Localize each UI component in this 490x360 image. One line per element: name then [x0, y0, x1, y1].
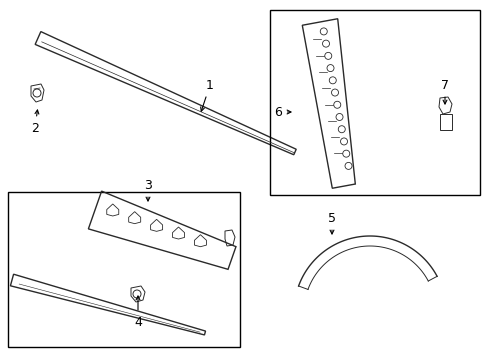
Bar [8, 192, 240, 347]
Text: 2: 2 [31, 110, 39, 135]
Text: 5: 5 [328, 212, 336, 234]
Bar [270, 10, 480, 195]
Text: 6: 6 [274, 105, 291, 118]
Bar [440, 114, 452, 130]
Text: 7: 7 [441, 78, 449, 104]
Text: 4: 4 [134, 296, 142, 328]
Text: 3: 3 [144, 179, 152, 201]
Text: 1: 1 [201, 78, 214, 111]
